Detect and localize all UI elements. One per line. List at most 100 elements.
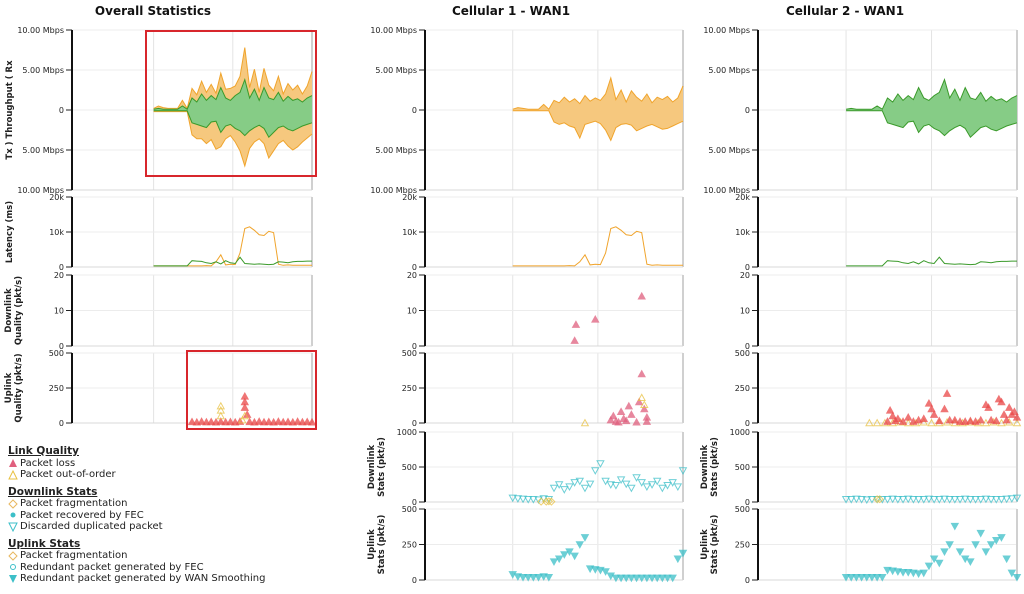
data-point xyxy=(919,414,929,423)
data-point xyxy=(873,495,882,504)
legend-item: Redundant packet generated by FEC xyxy=(8,562,265,574)
data-point xyxy=(852,495,861,504)
panel-throughput: 10.00 Mbps 5.00 Mbps 0 5.00 Mbps 10.00 Mbps xyxy=(370,26,684,195)
panel-downlink-stats: 1000 500 0 DownlinkStats (pkt/s) xyxy=(367,428,688,507)
data-point xyxy=(929,495,939,504)
data-point xyxy=(508,494,517,503)
panel-uplink-stats: 500 250 0 UplinkStats (pkt/s) xyxy=(367,505,688,585)
tick-label: 5.00 Mbps xyxy=(375,66,417,75)
panel-uplink-quality: 500 250 0 xyxy=(735,349,1022,428)
data-point xyxy=(591,314,600,323)
data-point xyxy=(575,477,585,486)
data-point xyxy=(632,474,641,482)
rx-area xyxy=(846,79,1017,110)
data-point xyxy=(307,417,317,426)
tick-label: 500 xyxy=(735,505,750,514)
data-point xyxy=(1012,494,1022,503)
data-point xyxy=(1002,555,1011,564)
rx-area xyxy=(512,78,683,110)
data-point xyxy=(216,401,226,410)
y-axis-label: DownlinkStats (pkt/s) xyxy=(367,437,387,497)
data-point xyxy=(187,417,197,426)
latency-line-cellular2 xyxy=(846,256,1017,267)
highlight-box-uplink-quality xyxy=(186,350,317,430)
data-point xyxy=(591,467,600,475)
data-point xyxy=(560,551,569,559)
legend-item-label: Redundant packet generated by FEC xyxy=(20,561,204,573)
rx-line xyxy=(846,78,1018,110)
tick-label: 10.00 Mbps xyxy=(703,186,750,195)
data-point xyxy=(898,568,908,577)
data-point xyxy=(534,573,543,582)
tick-label: 0 xyxy=(59,263,64,272)
data-point xyxy=(627,484,636,493)
chart-column-1: Cellular 1 - WAN1 10.00 Mbps 5.00 Mbps 0 5.0… xyxy=(367,4,688,585)
data-point xyxy=(549,484,559,493)
y-axis-label-line: Downlink xyxy=(367,444,377,489)
data-point xyxy=(940,495,949,504)
filled-triangle-down-icon xyxy=(9,574,17,583)
legend-group-title: Downlink Stats xyxy=(8,485,98,498)
chart-title: Cellular 2 - WAN1 xyxy=(786,4,904,18)
data-point xyxy=(966,558,975,566)
panel-latency: 20k 10k 0 xyxy=(735,193,1018,272)
data-point xyxy=(986,495,996,504)
tick-label: 250 xyxy=(402,541,417,550)
data-point xyxy=(885,405,895,414)
legend-item: Packet recovered by FEC xyxy=(8,510,265,522)
data-point xyxy=(606,572,616,581)
data-point xyxy=(570,336,579,344)
tick-label: 250 xyxy=(735,541,750,550)
data-point xyxy=(575,541,585,549)
data-point xyxy=(283,417,293,426)
data-point xyxy=(945,541,954,549)
data-point xyxy=(909,495,918,504)
panel-downlink-stats: 1000 500 0 DownlinkStats (pkt/s) xyxy=(700,428,1022,507)
data-point xyxy=(652,574,662,583)
data-point xyxy=(1012,412,1022,421)
tick-label: 0 xyxy=(412,342,417,351)
data-point xyxy=(1002,495,1011,504)
data-point xyxy=(935,495,944,504)
tick-label: 10k xyxy=(49,228,64,237)
tick-label: 0 xyxy=(412,498,417,507)
data-point xyxy=(924,495,934,504)
tx-area xyxy=(512,110,683,141)
data-point xyxy=(955,417,965,425)
cellular1-tx-line xyxy=(153,111,313,168)
panel-downlink-quality: 20 10 0 xyxy=(740,271,1018,351)
tick-label: 20 xyxy=(740,271,750,280)
data-point xyxy=(226,417,235,426)
tick-label: 0 xyxy=(412,576,417,585)
data-point xyxy=(206,417,216,426)
data-point xyxy=(647,481,657,489)
data-point xyxy=(1007,569,1017,578)
data-point xyxy=(658,484,667,493)
data-point xyxy=(627,410,636,418)
data-point xyxy=(893,495,903,504)
chart-title: Cellular 1 - WAN1 xyxy=(452,4,570,18)
data-point xyxy=(293,417,302,425)
data-point xyxy=(935,559,944,568)
data-point xyxy=(616,407,626,416)
y-axis-label-line: Stats (pkt/s) xyxy=(710,437,720,497)
data-point xyxy=(852,573,861,582)
data-point xyxy=(976,529,985,538)
data-point xyxy=(986,415,996,424)
legend-item: Packet fragmentation xyxy=(8,550,265,562)
panel-latency: 20k 10k 0 xyxy=(402,193,684,272)
legend-item: Packet loss xyxy=(8,458,265,470)
data-point xyxy=(585,480,595,489)
data-point xyxy=(950,495,960,504)
data-point xyxy=(518,573,528,582)
tick-label: 0 xyxy=(59,419,64,428)
tick-label: 0 xyxy=(745,263,750,272)
y-axis-label: UplinkQuality (pkt/s) xyxy=(4,353,24,422)
tick-label: 5.00 Mbps xyxy=(22,146,64,155)
series-packet-loss xyxy=(883,389,1022,425)
y-axis-label: Tx ) Throughput ( Rx xyxy=(5,60,15,160)
data-point xyxy=(945,495,954,504)
tick-label: 10.00 Mbps xyxy=(370,186,417,195)
data-point xyxy=(642,417,652,425)
data-point xyxy=(875,495,884,504)
